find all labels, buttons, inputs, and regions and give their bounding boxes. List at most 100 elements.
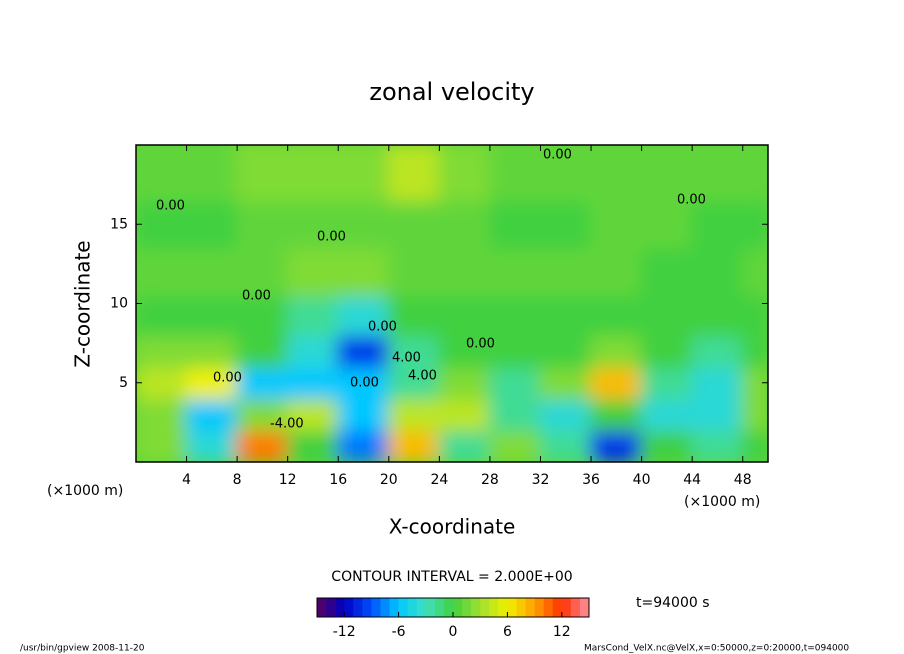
contour-label: 0.00 bbox=[213, 371, 242, 386]
field-cell bbox=[488, 397, 542, 432]
field-cell bbox=[236, 199, 289, 250]
y-tick-label: 5 bbox=[119, 375, 128, 391]
field-cell bbox=[337, 334, 390, 368]
contour-label: 0.00 bbox=[368, 320, 397, 335]
field-cell bbox=[539, 334, 593, 368]
colorbar-cell bbox=[561, 598, 572, 617]
field-cell bbox=[236, 294, 289, 337]
colorbar-cell bbox=[489, 598, 499, 617]
field-cell bbox=[438, 397, 491, 432]
x-tick-label: 40 bbox=[633, 472, 651, 488]
contour-label: 0.00 bbox=[242, 289, 271, 304]
field-cell bbox=[640, 334, 694, 368]
field-cell bbox=[640, 429, 694, 462]
colorbar-cell bbox=[335, 598, 345, 617]
field-cell bbox=[539, 365, 593, 400]
field-cell bbox=[691, 199, 744, 250]
field-cell bbox=[741, 145, 768, 202]
field-cell bbox=[337, 145, 390, 202]
field-cell bbox=[236, 247, 289, 297]
field-cell bbox=[539, 247, 593, 297]
field-cell bbox=[590, 199, 643, 250]
contour-label: 0.00 bbox=[677, 193, 706, 208]
field-cell bbox=[286, 429, 340, 462]
field-cell bbox=[741, 334, 768, 368]
colorbar-cell bbox=[525, 598, 535, 617]
field-cell bbox=[488, 199, 542, 250]
colorbar-cell bbox=[398, 598, 408, 617]
colorbar-cell bbox=[371, 598, 381, 617]
field-cell bbox=[185, 294, 239, 337]
field-cell bbox=[741, 397, 768, 432]
field-cell bbox=[488, 247, 542, 297]
field-cell bbox=[387, 397, 441, 432]
x-unit-label: (×1000 m) bbox=[684, 494, 760, 510]
colorbar-cell bbox=[317, 598, 327, 617]
field-cell bbox=[337, 247, 390, 297]
field-cell bbox=[438, 365, 491, 400]
contour-label: 4.00 bbox=[408, 369, 437, 384]
field-cell bbox=[488, 429, 542, 462]
field-cell bbox=[438, 145, 491, 202]
colorbar-cell bbox=[480, 598, 490, 617]
field-cell bbox=[438, 247, 491, 297]
colorbar-cell bbox=[326, 598, 336, 617]
colorbar-cell bbox=[579, 598, 590, 617]
contour-label: 0.00 bbox=[317, 230, 346, 245]
field-cell bbox=[741, 429, 768, 462]
colorbar-cell bbox=[453, 598, 463, 617]
field-cell bbox=[185, 429, 239, 462]
colorbar-cell bbox=[425, 598, 436, 617]
x-tick-label: 4 bbox=[182, 472, 191, 488]
field-cell bbox=[640, 365, 694, 400]
x-tick-label: 8 bbox=[233, 472, 242, 488]
colorbar-cell bbox=[471, 598, 481, 617]
field-cell bbox=[236, 145, 289, 202]
colorbar-cell bbox=[407, 598, 418, 617]
field-cell bbox=[185, 397, 239, 432]
colorbar-cell bbox=[570, 598, 581, 617]
x-tick-label: 16 bbox=[329, 472, 347, 488]
field-cell bbox=[691, 397, 744, 432]
x-tick-label: 32 bbox=[532, 472, 550, 488]
field-cell bbox=[387, 145, 441, 202]
field-cell bbox=[539, 429, 593, 462]
field-cell bbox=[185, 247, 239, 297]
field-cell bbox=[539, 397, 593, 432]
colorbar-cell bbox=[380, 598, 390, 617]
x-tick-label: 48 bbox=[734, 472, 752, 488]
contour-label: 0.00 bbox=[156, 199, 185, 214]
field-cell bbox=[387, 294, 441, 337]
field-cell bbox=[286, 334, 340, 368]
field-cell bbox=[286, 199, 340, 250]
field-cell bbox=[236, 397, 289, 432]
field-cell bbox=[236, 429, 289, 462]
field-cell bbox=[640, 397, 694, 432]
field-cell bbox=[185, 145, 239, 202]
field-cell bbox=[691, 429, 744, 462]
field-cell bbox=[136, 145, 188, 202]
field-cell bbox=[337, 365, 390, 400]
field-cell bbox=[438, 294, 491, 337]
colorbar-cell bbox=[443, 598, 454, 617]
x-tick-label: 12 bbox=[279, 472, 297, 488]
field-cell bbox=[337, 397, 390, 432]
field-cell bbox=[640, 199, 694, 250]
field-cell bbox=[236, 334, 289, 368]
colorbar-cell bbox=[434, 598, 445, 617]
y-tick-label: 10 bbox=[110, 296, 128, 312]
x-tick-label: 20 bbox=[380, 472, 398, 488]
field-cell bbox=[691, 294, 744, 337]
colorbar-tick-label: -6 bbox=[392, 624, 406, 640]
field-cell bbox=[590, 247, 643, 297]
x-axis-label: X-coordinate bbox=[389, 515, 516, 539]
contour-label: 4.00 bbox=[392, 351, 421, 366]
field-cell bbox=[539, 199, 593, 250]
contour-label: 0.00 bbox=[350, 376, 379, 391]
field-cell bbox=[691, 334, 744, 368]
colorbar-cell bbox=[389, 598, 399, 617]
field-cell bbox=[640, 294, 694, 337]
field-cell bbox=[136, 397, 188, 432]
x-tick-label: 28 bbox=[481, 472, 499, 488]
